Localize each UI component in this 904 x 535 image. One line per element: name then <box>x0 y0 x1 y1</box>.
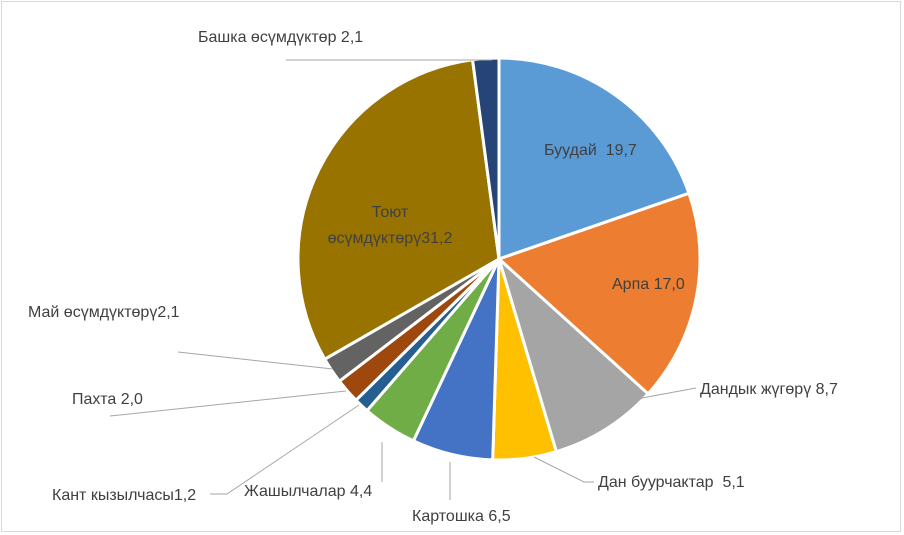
pie-slices <box>296 56 702 462</box>
leader-line-3 <box>533 456 594 483</box>
slice-label-5: Жашылчалар 4,4 <box>244 483 372 500</box>
slice-label-0: Буудай 19,7 <box>544 142 637 159</box>
leader-line-8 <box>177 351 334 370</box>
pie-slice-2[interactable] <box>496 254 651 454</box>
leader-line-7 <box>109 390 347 417</box>
leader-line-6 <box>210 404 360 495</box>
slice-label-1: Арпа 17,0 <box>612 276 685 293</box>
slice-label-line-1: өсүмдүктөрү31,2 <box>328 230 453 247</box>
pie-slice-1[interactable] <box>496 191 702 396</box>
slice-label-6: Кант кызылчасы1,2 <box>52 487 196 504</box>
slice-label-4: Картошка 6,5 <box>412 508 511 525</box>
slice-label-10: Башка өсүмдүктөр 2,1 <box>198 29 363 46</box>
pie-slice-9[interactable] <box>296 58 501 362</box>
leader-lines <box>109 59 697 500</box>
slice-label-8: Май өсүмдүктөрү2,1 <box>28 304 180 321</box>
slice-label-3: Дан буурчактар 5,1 <box>598 474 745 491</box>
slice-label-line-0: Тоют <box>372 204 409 221</box>
slice-label-7: Пахта 2,0 <box>72 391 143 408</box>
slice-labels: Буудай 19,7 Арпа 17,0 Дандык жүгөрү 8,7 Дан… <box>28 29 838 525</box>
slice-label-2: Дандык жүгөрү 8,7 <box>700 381 838 398</box>
leader-line-2 <box>599 387 697 427</box>
slice-label-9: Тоют өсүмдүктөрү31,2 <box>328 204 453 247</box>
